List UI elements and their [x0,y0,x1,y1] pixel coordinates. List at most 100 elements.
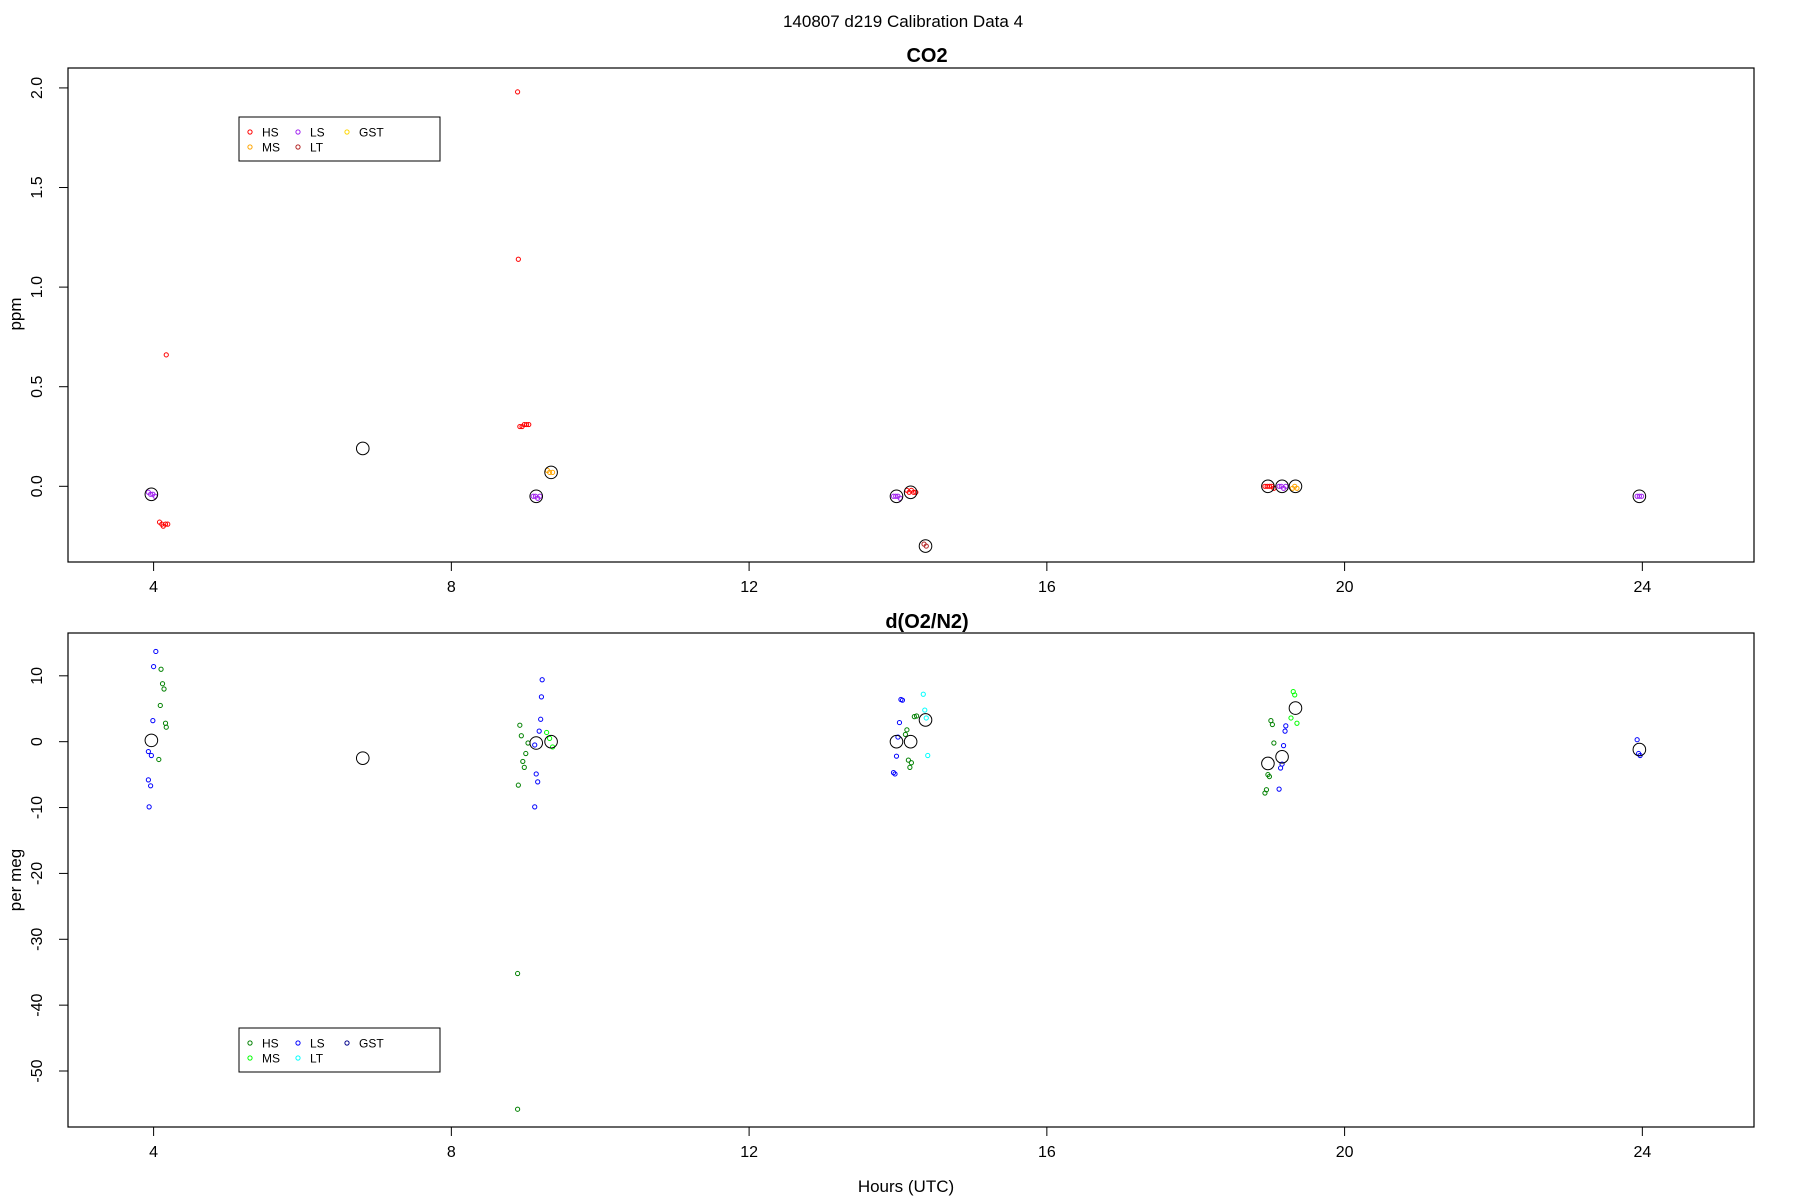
o2n2-mean-marker [144,733,159,748]
co2-point-ls [1276,483,1282,489]
o2n2-mean-marker [529,736,544,750]
o2n2-point-ls [1634,737,1640,743]
o2n2-point-hs [157,702,163,709]
o2n2-point-lt [920,691,926,697]
co2-axes: 4 8 12 16 20 24 0.0 0.5 1.0 1.5 2.0 [29,77,1651,596]
co2-x-tick-label: 8 [447,579,456,596]
o2n2-point-lt [922,707,928,713]
o2n2-mean-marker [544,734,558,749]
co2-legend-key-hs [247,129,253,135]
o2n2-point-hs [158,666,164,672]
o2n2-point-ls [532,804,538,810]
o2n2-legend-key-hs [247,1040,253,1046]
co2-mean-marker [529,489,544,504]
co2-data-points [145,89,1645,549]
co2-chart-title: CO2 [906,45,947,67]
co2-point-hs [526,421,532,428]
co2-mean-marker [1275,479,1289,494]
o2n2-point-ms [1294,720,1300,726]
o2n2-point-ms [547,735,553,741]
o2n2-y-tick-label: 10 [29,667,46,685]
o2n2-x-tick-label: 16 [1038,1144,1056,1161]
co2-point-ls [148,491,154,497]
o2n2-point-ls [145,777,151,783]
co2-mean-marker [889,489,904,504]
o2n2-plot-frame [67,632,1755,1128]
o2n2-point-ls [1283,723,1289,729]
o2n2-point-ls [1280,743,1287,749]
o2n2-point-ls [899,697,906,703]
o2n2-point-hs [159,681,166,687]
co2-y-tick-label: 0.5 [29,375,46,397]
o2n2-point-hs [156,756,162,763]
o2n2-point-hs [902,731,909,738]
o2n2-y-tick-label: -20 [29,862,46,885]
co2-legend-label-hs: HS [262,126,279,140]
o2n2-point-ls [892,771,898,777]
o2n2-mean-marker [1632,742,1647,757]
co2-point-ms [549,469,556,475]
o2n2-x-tick-label: 20 [1336,1144,1354,1161]
o2n2-point-hs [1271,740,1277,746]
co2-y-tick-label: 1.0 [29,276,46,298]
o2n2-point-hs [515,1106,521,1112]
o2n2-point-hs [517,722,523,728]
co2-x-tick-label: 24 [1633,579,1651,596]
o2n2-point-hs [913,713,920,719]
co2-x-tick-label: 20 [1336,579,1354,596]
co2-point-lt [923,543,929,549]
o2n2-legend-box [238,1027,441,1073]
co2-point-hs [515,256,521,262]
o2n2-point-ls [893,753,900,759]
co2-mean-marker [355,441,370,456]
o2n2-legend-label-gst: GST [359,1037,384,1051]
o2n2-legend-label-hs: HS [262,1037,279,1051]
co2-mean-markers [144,441,1647,553]
co2-point-hs [523,421,530,428]
o2n2-point-ls [150,718,156,724]
o2n2-point-ls [153,648,159,655]
o2n2-point-hs [911,714,917,720]
co2-mean-marker [1288,479,1303,494]
o2n2-point-hs [1263,787,1270,793]
co2-legend-label-ls: LS [310,126,325,140]
o2n2-mean-marker [889,734,904,749]
o2n2-y-tick-label: -10 [29,796,46,819]
co2-point-ls [1639,493,1645,499]
o2n2-point-ls [148,783,154,789]
o2n2-point-hs [515,782,521,788]
o2n2-panel: d(O2/N2) per meg Hours (UTC) 4 8 12 16 20 24 -… [6,611,1755,1196]
o2n2-mean-marker [918,713,933,727]
co2-point-hs [163,352,169,358]
co2-y-tick-label: 1.5 [29,176,46,198]
o2n2-point-ls [532,742,538,748]
co2-mean-marker [144,487,159,502]
o2n2-point-ms [1288,715,1294,721]
co2-legend-label-gst: GST [359,126,384,140]
co2-mean-marker [918,539,933,553]
o2n2-axes: 4 8 12 16 20 24 -50 -40 -30 -20 -10 0 10 [29,667,1651,1161]
co2-plot-frame [67,67,1755,563]
o2n2-point-ls [533,771,539,777]
co2-mean-marker [1632,489,1647,504]
o2n2-point-hs [907,764,913,770]
co2-point-ms [1294,485,1300,491]
o2n2-legend-key-gst [344,1040,350,1046]
co2-legend-key-ls [295,129,301,135]
co2-x-tick-label: 12 [740,579,758,596]
o2n2-x-tick-label: 8 [447,1144,456,1161]
co2-point-hs [913,489,919,495]
co2-point-ms [547,469,553,475]
o2n2-point-ls [146,804,152,810]
o2n2-y-tick-label: -50 [29,1059,46,1082]
co2-point-ls [893,493,899,499]
o2n2-legend-label-ls: LS [310,1037,325,1051]
co2-mean-marker [903,485,918,500]
o2n2-legend-key-ls [295,1040,301,1046]
co2-mean-marker [1261,479,1275,494]
co2-point-hs [515,89,521,95]
